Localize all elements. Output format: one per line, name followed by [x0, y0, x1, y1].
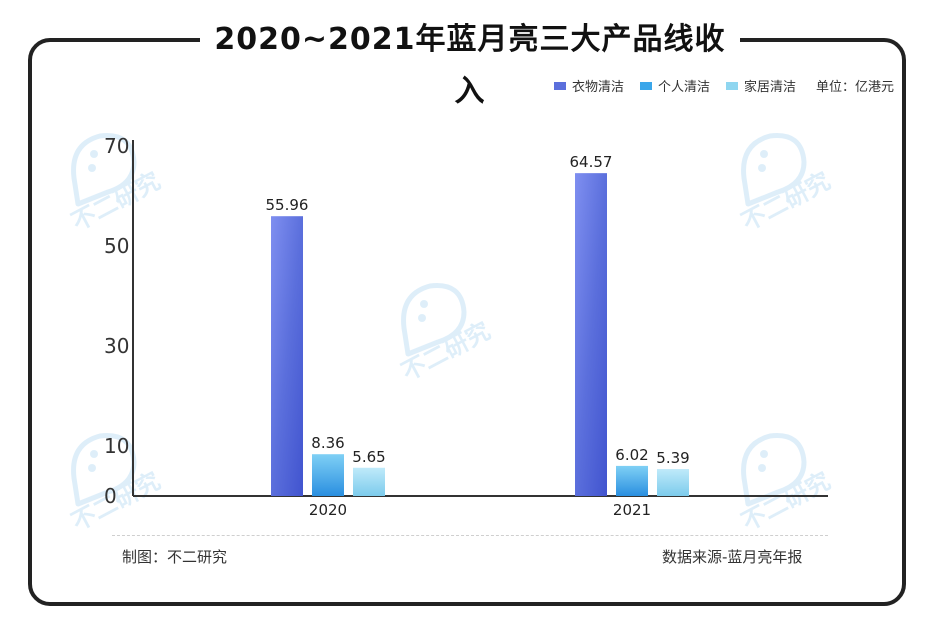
bar-2020-2 [353, 467, 385, 496]
legend-swatch-home [725, 81, 738, 90]
footer-source: 数据来源-蓝月亮年报 [662, 548, 803, 566]
y-tick-label: 70 [104, 134, 129, 158]
data-label: 8.36 [311, 434, 344, 452]
watermark-logo: 不二研究 [397, 283, 495, 386]
y-tick-label: 10 [104, 434, 129, 458]
x-tick-label: 2021 [613, 501, 651, 519]
y-tick-label: 30 [104, 334, 129, 358]
data-label: 5.39 [656, 449, 689, 467]
legend-swatch-personal [639, 81, 652, 90]
bar-2021-2 [657, 469, 689, 496]
watermark-logo: 不二研究 [737, 433, 835, 536]
data-label: 6.02 [615, 446, 648, 464]
data-label: 55.96 [266, 196, 309, 214]
footer-credit: 制图：不二研究 [122, 548, 228, 566]
bar-2020-0 [271, 216, 303, 496]
title-container: 2020~2021年蓝月亮三大产品线收入 [200, 14, 740, 109]
x-tick-label: 2020 [309, 501, 347, 519]
bars: 55.96 8.36 5.65 2020 64.57 6.02 5.39 2021 [266, 153, 690, 519]
legend: 衣物清洁 个人清洁 家居清洁 单位：亿港元 [553, 76, 894, 95]
watermark-logo: 不二研究 [737, 133, 835, 236]
axes: 0 10 30 50 70 [104, 134, 828, 508]
bar-2021-0 [575, 173, 607, 496]
legend-label-personal: 个人清洁 [657, 80, 710, 95]
bar-2021-1 [616, 465, 648, 496]
legend-label-home: 家居清洁 [743, 80, 796, 95]
data-label: 5.65 [352, 448, 385, 466]
legend-item-laundry: 衣物清洁 [553, 76, 624, 95]
legend-item-home: 家居清洁 [725, 76, 796, 95]
legend-swatch-laundry [553, 81, 566, 90]
unit-label: 单位：亿港元 [815, 80, 894, 95]
y-tick-label: 50 [104, 234, 129, 258]
bar-2020-1 [312, 454, 344, 496]
legend-label-laundry: 衣物清洁 [571, 80, 624, 95]
data-label: 64.57 [570, 153, 613, 171]
y-tick-label: 0 [104, 484, 117, 508]
chart-title: 2020~2021年蓝月亮三大产品线收入 [214, 22, 726, 109]
footer-separator [112, 535, 828, 536]
legend-item-personal: 个人清洁 [639, 76, 710, 95]
